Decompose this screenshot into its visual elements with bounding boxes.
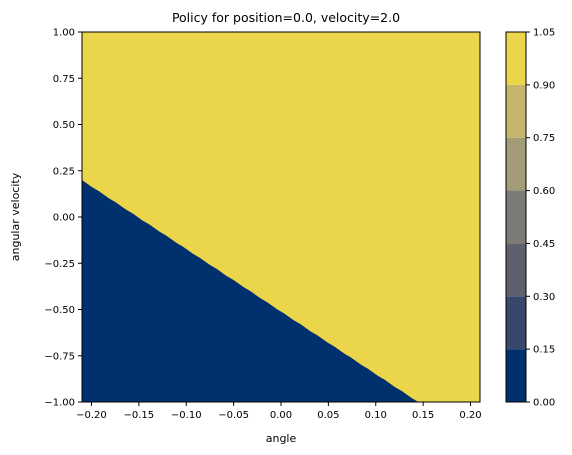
x-tick-label: −0.05	[218, 410, 249, 421]
y-tick-label: −0.50	[44, 305, 75, 316]
colorbar-band	[506, 137, 526, 191]
x-tick-label: −0.15	[124, 410, 155, 421]
y-tick-label: 0.50	[53, 120, 75, 131]
colorbar-tick-label: 0.45	[533, 239, 555, 250]
y-tick-label: −1.00	[44, 398, 75, 409]
colorbar-band	[506, 84, 526, 138]
colorbar-bands	[506, 32, 526, 402]
x-tick-label: 0.15	[412, 410, 434, 421]
x-axis-label: angle	[266, 432, 297, 445]
x-tick-label: −0.10	[171, 410, 202, 421]
x-tick-label: 0.05	[317, 410, 339, 421]
colorbar-tick-label: 0.75	[533, 133, 555, 144]
x-tick-label: 0.20	[459, 410, 481, 421]
colorbar-band	[506, 190, 526, 244]
colorbar-frame	[505, 31, 527, 403]
colorbar-band	[506, 349, 526, 402]
colorbar-tick-label: 0.90	[533, 80, 555, 91]
plot-area	[81, 31, 481, 403]
x-tick-label: 0.10	[365, 410, 387, 421]
y-tick-label: −0.75	[44, 351, 75, 362]
colorbar-band	[506, 296, 526, 350]
colorbar-tick-label: 0.00	[533, 398, 555, 409]
x-tick-label: −0.20	[76, 410, 107, 421]
colorbar-band	[506, 32, 526, 85]
y-axis-label: angular velocity	[9, 172, 22, 261]
colorbar-tick-label: 0.15	[533, 345, 555, 356]
chart-title: Policy for position=0.0, velocity=2.0	[172, 10, 400, 25]
x-tick-label: 0.00	[270, 410, 292, 421]
colorbar: 0.00 0.15 0.30 0.45 0.60 0.75 0.90 1.05	[505, 28, 555, 409]
y-tick-label: 0.00	[53, 213, 75, 224]
y-tick-label: 0.75	[53, 74, 75, 85]
colorbar-tick-label: 1.05	[533, 28, 555, 39]
y-axis-ticks: −1.00 −0.75 −0.50 −0.25 0.00 0.25 0.50 0.75 1.00	[44, 28, 82, 409]
y-tick-label: 0.25	[53, 166, 75, 177]
colorbar-band	[506, 243, 526, 297]
colorbar-tick-label: 0.30	[533, 292, 555, 303]
colorbar-tick-label: 0.60	[533, 186, 555, 197]
y-tick-label: 1.00	[53, 28, 75, 39]
colorbar-ticks: 0.00 0.15 0.30 0.45 0.60 0.75 0.90 1.05	[526, 28, 555, 409]
x-axis-ticks: −0.20 −0.15 −0.10 −0.05 0.00 0.05 0.10 0.15 0.20	[76, 402, 482, 421]
region-policy-0	[82, 180, 419, 402]
y-tick-label: −0.25	[44, 259, 75, 270]
